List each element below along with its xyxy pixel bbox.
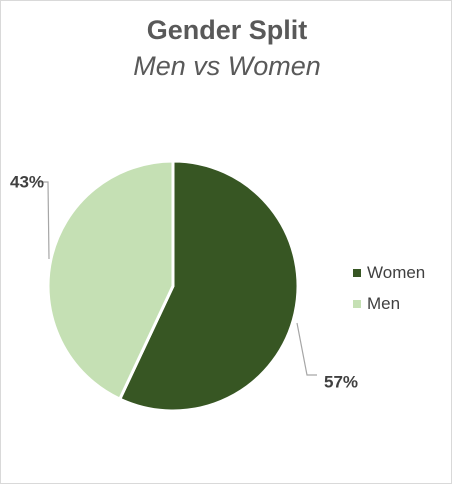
chart-title: Gender Split [146, 15, 308, 45]
leader-line-men [39, 181, 50, 260]
legend-item-women: Women [353, 257, 425, 288]
legend: Women Men [353, 257, 425, 319]
legend-swatch-women [353, 268, 361, 277]
legend-label-men: Men [367, 293, 401, 313]
legend-swatch-men [353, 299, 361, 308]
data-label-women: 57% [324, 373, 358, 392]
legend-item-men: Men [353, 288, 425, 319]
pie-slice-men [46, 159, 175, 401]
legend-label-women: Women [367, 262, 426, 282]
data-label-men: 43% [10, 173, 44, 192]
pie-slice-women [118, 159, 300, 413]
chart-subtitle: Men vs Women [133, 51, 321, 81]
leader-line-women [296, 322, 317, 376]
